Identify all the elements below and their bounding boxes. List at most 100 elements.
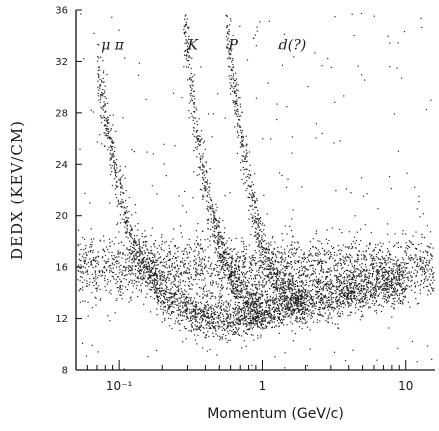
data-point (306, 321, 308, 323)
data-point (383, 266, 385, 268)
data-point (259, 223, 261, 225)
data-point (212, 332, 214, 334)
data-point (243, 317, 246, 319)
data-point (323, 280, 325, 283)
data-point (235, 287, 237, 289)
data-point (296, 297, 298, 299)
data-point (191, 57, 193, 59)
data-point (158, 300, 160, 302)
data-point (380, 264, 382, 266)
data-point (205, 324, 207, 326)
data-point (231, 250, 233, 252)
data-point (229, 313, 231, 315)
data-point (339, 294, 341, 296)
data-point (196, 109, 198, 111)
data-point (234, 307, 237, 309)
data-point (191, 326, 193, 328)
data-point (328, 269, 330, 271)
data-point (269, 310, 271, 312)
data-point (267, 300, 269, 302)
data-point (236, 319, 238, 321)
data-point (255, 309, 257, 311)
data-point (120, 186, 122, 188)
data-point (242, 144, 244, 146)
data-point (159, 257, 161, 259)
data-point (262, 313, 264, 315)
data-point (130, 296, 132, 298)
data-point (271, 262, 273, 265)
data-point (301, 302, 303, 304)
data-point (235, 100, 237, 102)
data-point (349, 284, 351, 286)
data-point (257, 317, 259, 319)
data-point (268, 321, 270, 323)
data-point (402, 292, 404, 294)
data-point (319, 311, 321, 313)
data-point (305, 289, 307, 291)
data-point (317, 297, 319, 299)
data-point (277, 270, 279, 272)
data-point (251, 181, 253, 183)
data-point (315, 301, 317, 303)
data-point (339, 315, 341, 317)
data-point (256, 292, 258, 294)
data-point (246, 156, 248, 158)
data-point (190, 300, 192, 302)
data-point (297, 311, 299, 313)
data-point (248, 307, 250, 309)
data-point (206, 313, 208, 315)
data-point (212, 326, 214, 328)
data-point (202, 326, 204, 329)
data-point (403, 272, 405, 274)
data-point (357, 298, 359, 300)
data-point (207, 218, 210, 220)
data-point (324, 260, 326, 262)
data-point (137, 223, 139, 225)
data-point (312, 246, 314, 248)
data-point (240, 126, 242, 128)
data-point (234, 331, 236, 333)
data-point (286, 298, 288, 300)
data-point (264, 312, 266, 314)
data-point (363, 299, 365, 301)
data-point (300, 297, 302, 300)
data-point (226, 320, 228, 322)
data-point (323, 308, 325, 310)
data-point (375, 291, 378, 293)
data-point (351, 293, 353, 295)
data-point (431, 255, 433, 257)
data-point (361, 300, 363, 302)
data-point (300, 295, 303, 297)
data-point (171, 311, 173, 313)
data-point (296, 316, 298, 318)
data-point (416, 281, 419, 283)
data-point (276, 320, 278, 322)
data-point (212, 208, 214, 210)
data-point (187, 277, 189, 279)
data-point (254, 231, 256, 233)
data-point (274, 309, 276, 311)
data-point (278, 272, 280, 274)
data-point (339, 301, 341, 303)
data-point (242, 251, 245, 253)
data-point (347, 280, 349, 282)
data-point (369, 253, 371, 255)
data-point (327, 283, 330, 285)
data-point (237, 297, 239, 300)
data-point (213, 327, 215, 329)
data-point (347, 294, 349, 297)
data-point (337, 245, 339, 247)
data-point (262, 279, 264, 282)
data-point (295, 289, 297, 291)
data-point (126, 224, 128, 226)
data-point (102, 89, 104, 91)
data-point (250, 186, 252, 188)
data-point (220, 241, 222, 243)
data-point (99, 288, 101, 290)
data-point (213, 314, 216, 316)
data-point (223, 243, 225, 245)
data-point (187, 28, 189, 30)
data-point (375, 300, 377, 302)
data-point (193, 309, 195, 311)
data-point (282, 279, 284, 281)
